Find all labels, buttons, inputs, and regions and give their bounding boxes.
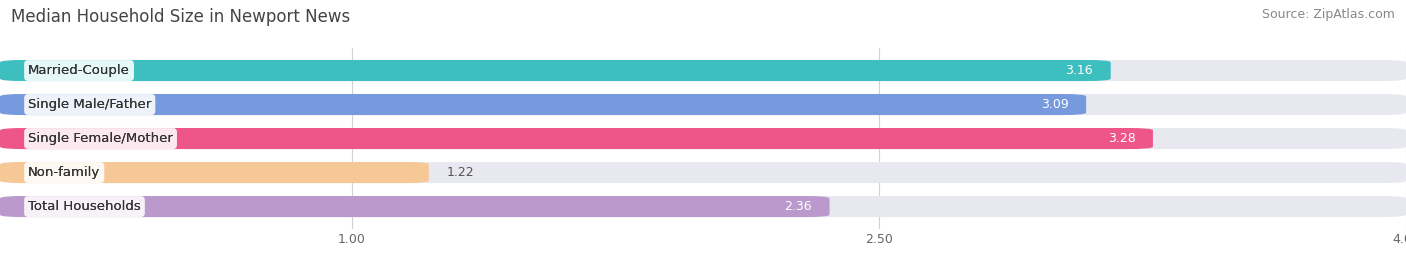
FancyBboxPatch shape <box>0 94 1406 115</box>
FancyBboxPatch shape <box>0 60 1406 81</box>
FancyBboxPatch shape <box>0 162 429 183</box>
Text: Single Female/Mother: Single Female/Mother <box>28 132 173 145</box>
Text: Single Male/Father: Single Male/Father <box>28 98 152 111</box>
Text: 2.36: 2.36 <box>785 200 813 213</box>
Text: 1.22: 1.22 <box>447 166 474 179</box>
Text: Source: ZipAtlas.com: Source: ZipAtlas.com <box>1261 8 1395 21</box>
Text: Married-Couple: Married-Couple <box>28 64 129 77</box>
FancyBboxPatch shape <box>0 196 830 217</box>
FancyBboxPatch shape <box>0 196 1406 217</box>
Text: Total Households: Total Households <box>28 200 141 213</box>
Text: Median Household Size in Newport News: Median Household Size in Newport News <box>11 8 350 26</box>
FancyBboxPatch shape <box>0 128 1153 149</box>
Text: 3.09: 3.09 <box>1040 98 1069 111</box>
Text: Married-Couple: Married-Couple <box>28 64 129 77</box>
Text: Non-family: Non-family <box>28 166 100 179</box>
Text: Non-family: Non-family <box>28 166 100 179</box>
Text: 3.16: 3.16 <box>1066 64 1094 77</box>
Text: Single Male/Father: Single Male/Father <box>28 98 152 111</box>
Text: 3.28: 3.28 <box>1108 132 1136 145</box>
FancyBboxPatch shape <box>0 162 1406 183</box>
FancyBboxPatch shape <box>0 60 1111 81</box>
FancyBboxPatch shape <box>0 94 1087 115</box>
Text: Total Households: Total Households <box>28 200 141 213</box>
Text: Single Female/Mother: Single Female/Mother <box>28 132 173 145</box>
FancyBboxPatch shape <box>0 128 1406 149</box>
